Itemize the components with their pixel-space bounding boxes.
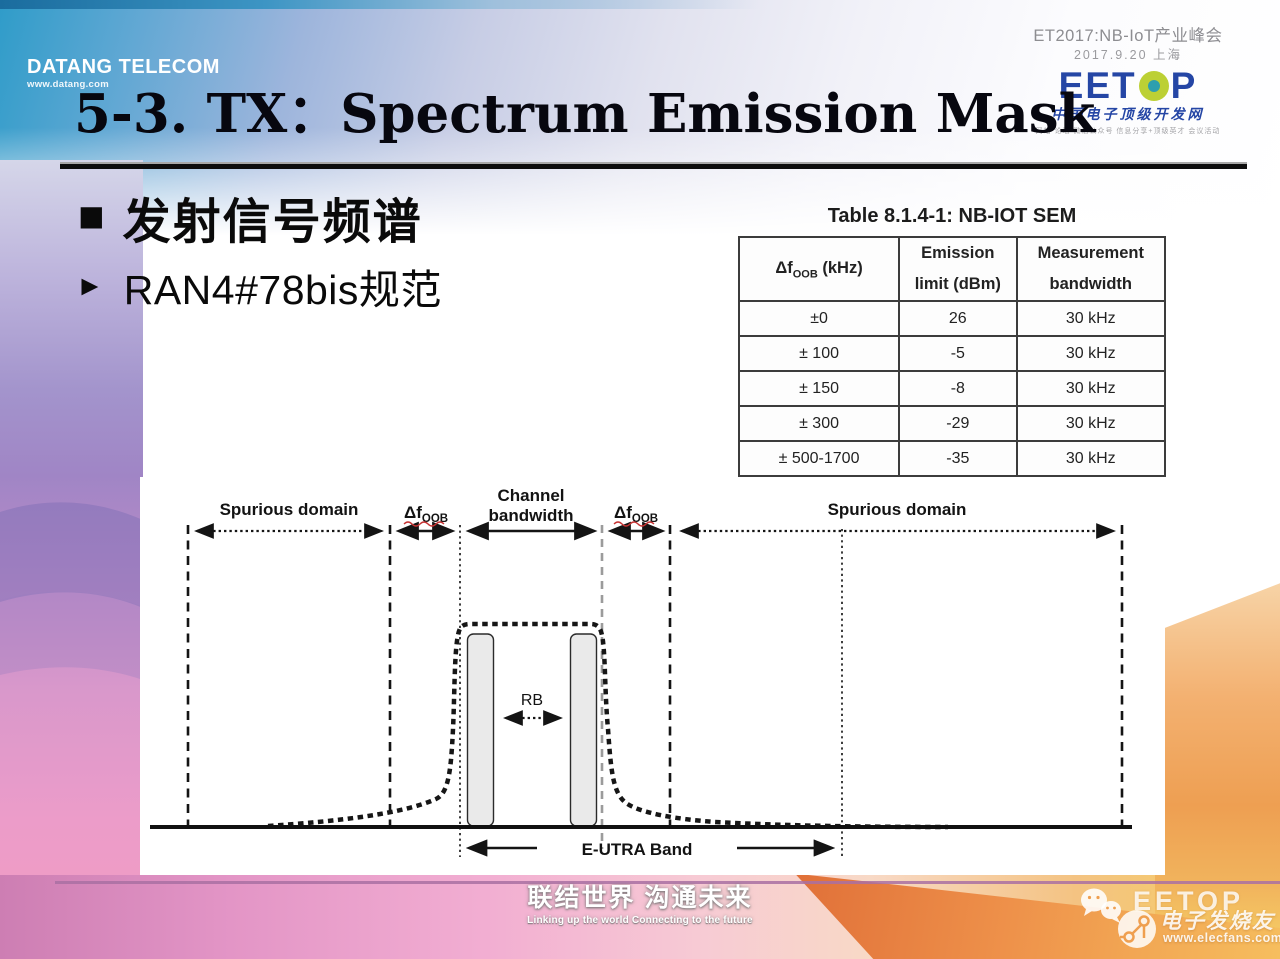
- bullet-item-1: ■ 发射信号频谱: [78, 182, 423, 252]
- bullet-1-text: 发射信号频谱: [122, 194, 423, 250]
- table-header-row: ΔfOOB (kHz) Emission limit (dBm) Measure…: [737, 236, 1167, 302]
- circuit-node-icon: [1118, 910, 1156, 948]
- eutra-band-label: E-UTRA Band: [582, 840, 693, 859]
- datang-logo-text: DATANG TELECOM: [27, 56, 220, 78]
- watermark-chinese-name: 电子发烧友: [1160, 910, 1275, 933]
- background-left-waves: [0, 160, 143, 878]
- event-date-location: 2017.9.20 上海: [1073, 47, 1183, 62]
- sem-table-title: Table 8.1.4-1: NB-IOT SEM: [827, 205, 1077, 227]
- eetop-logo-right: P: [1170, 65, 1198, 106]
- wechat-icon: [1081, 888, 1121, 923]
- slogan-english: Linking up the world Connecting to the f…: [527, 915, 753, 926]
- event-title: ET2017:NB-IoT产业峰会: [1033, 27, 1223, 45]
- watermark-brand: EETOP: [1133, 886, 1245, 916]
- background-top-gradient: [0, 0, 1280, 245]
- sem-diagram: Spurious domain ΔfOOB Channel bandwidth …: [150, 486, 1132, 859]
- slogan-chinese: 联结世界 沟通未来: [527, 884, 753, 912]
- rb-label: RB: [521, 692, 543, 709]
- eetop-logo-left: EET: [1058, 65, 1137, 106]
- table-row: ±0 26 30 kHz: [737, 300, 1167, 337]
- emission-mask-curve: [267, 621, 949, 830]
- datang-logo-url: www.datang.com: [27, 79, 109, 90]
- table-row: ± 100 -5 30 kHz: [737, 335, 1167, 372]
- watermark-url: www.elecfans.com: [1163, 931, 1280, 945]
- channel-bandwidth-label-line2: bandwidth: [489, 506, 574, 525]
- eetop-tagline: 网站 论坛 微信公众号 信息分享+顶级英才 会议活动: [1035, 128, 1221, 135]
- eetop-chinese-name: 中国电子顶级开发网: [1051, 108, 1205, 123]
- resource-block-right: [569, 633, 598, 827]
- table-row: ± 500-1700 -35 30 kHz: [737, 440, 1167, 477]
- resource-block-left: [466, 633, 495, 827]
- footer-divider-line: [55, 881, 1280, 884]
- page-title: 5-3. TX：Spectrum Emission Mask: [74, 83, 1096, 145]
- spurious-domain-right-label: Spurious domain: [828, 500, 967, 519]
- channel-bandwidth-label-line1: Channel: [497, 486, 564, 505]
- datang-logo: DATANG TELECOM www.datang.com: [27, 57, 220, 90]
- sem-table-section: Table 8.1.4-1: NB-IOT SEM ΔfOOB (kHz) Em…: [737, 205, 1167, 477]
- bullet-item-2: ► RAN4#78bis规范: [76, 256, 442, 316]
- footer-slogan: 联结世界 沟通未来 Linking up the world Connectin…: [505, 886, 775, 926]
- table-row: ± 300 -29 30 kHz: [737, 405, 1167, 442]
- red-squiggle-left: [403, 521, 445, 527]
- triangle-bullet-icon: ►: [76, 270, 104, 301]
- col-header-measurement-bw: Measurement bandwidth: [1015, 236, 1167, 302]
- table-row: ± 150 -8 30 kHz: [737, 370, 1167, 407]
- eetop-logo-circle-icon: [1138, 70, 1169, 101]
- left-wave-shapes: [0, 502, 143, 680]
- col-header-emission-limit: Emission limit (dBm): [898, 236, 1018, 302]
- background-top-stripe: [0, 0, 760, 9]
- bullet-2-text: RAN4#78bis规范: [123, 267, 442, 313]
- red-squiggle-right: [613, 521, 655, 527]
- col-header-delta-f: ΔfOOB (kHz): [737, 236, 901, 302]
- eetop-header-block: ET2017:NB-IoT产业峰会 2017.9.20 上海 EET P 中国电…: [1012, 28, 1244, 135]
- sem-diagram-box: Spurious domain ΔfOOB Channel bandwidth …: [140, 477, 1165, 875]
- eetop-logo: EET P: [1012, 67, 1244, 104]
- title-underline: [60, 162, 1247, 169]
- sem-table: ΔfOOB (kHz) Emission limit (dBm) Measure…: [737, 236, 1167, 477]
- spurious-domain-left-label: Spurious domain: [220, 500, 359, 519]
- square-bullet-icon: ■: [78, 192, 105, 241]
- background-orange-wave: [1155, 583, 1280, 959]
